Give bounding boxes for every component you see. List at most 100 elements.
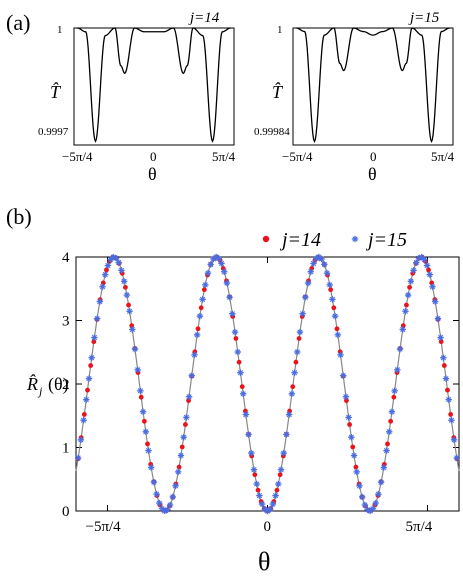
marker-j15 bbox=[258, 500, 266, 508]
legend-label-j15: j=15 bbox=[365, 229, 407, 251]
marker-j15 bbox=[334, 331, 342, 339]
x-tick-right: 5π/4 bbox=[212, 149, 236, 164]
marker-j15 bbox=[304, 279, 312, 287]
marker-j15 bbox=[377, 478, 385, 486]
marker-j14 bbox=[233, 336, 239, 341]
marker-j15 bbox=[340, 372, 347, 379]
marker-j15 bbox=[223, 279, 231, 287]
marker-j15 bbox=[277, 466, 285, 473]
y-axis-label-sub: j bbox=[37, 384, 43, 398]
x-axis-label: θ bbox=[368, 164, 377, 184]
marker-j15 bbox=[207, 261, 214, 268]
marker-j15 bbox=[388, 408, 396, 415]
x-tick-right: 5π/4 bbox=[431, 149, 455, 164]
marker-j14 bbox=[252, 472, 258, 478]
marker-j15 bbox=[407, 278, 415, 285]
marker-j15 bbox=[450, 436, 458, 444]
marker-j15 bbox=[434, 315, 442, 322]
marker-j15 bbox=[404, 291, 412, 299]
marker-j15 bbox=[180, 434, 187, 441]
marker-j15 bbox=[345, 414, 352, 421]
marker-j15 bbox=[166, 501, 174, 509]
x-axis-label: θ bbox=[258, 547, 270, 576]
marker-j15 bbox=[394, 366, 401, 374]
plot-frame bbox=[292, 27, 454, 146]
marker-j15 bbox=[164, 506, 171, 513]
legend-label-j14: j=14 bbox=[279, 229, 321, 251]
marker-j14 bbox=[104, 267, 109, 273]
marker-j14 bbox=[290, 384, 296, 390]
marker-j15 bbox=[431, 298, 439, 305]
panel-a-right-plot: j=15 T̂ 1 0.99984 −5π/4 0 5π/4 θ bbox=[254, 10, 455, 184]
marker-j14 bbox=[334, 326, 340, 332]
x-tick-zero: 0 bbox=[370, 149, 377, 164]
marker-j14 bbox=[404, 302, 409, 308]
marker-j15 bbox=[83, 396, 90, 403]
marker-j15 bbox=[321, 261, 328, 268]
marker-j14 bbox=[236, 359, 242, 365]
marker-j15 bbox=[120, 278, 128, 285]
marker-j14 bbox=[123, 284, 128, 290]
y-ticks: 0 1 2 3 4 bbox=[62, 250, 459, 520]
marker-j14 bbox=[274, 487, 280, 493]
marker-j15 bbox=[256, 492, 263, 499]
marker-j15 bbox=[413, 259, 420, 266]
marker-j14 bbox=[350, 444, 356, 450]
marker-j15 bbox=[131, 345, 139, 353]
marker-j15 bbox=[237, 369, 244, 376]
marker-j14 bbox=[407, 284, 412, 290]
marker-j14 bbox=[126, 302, 131, 308]
marker-j15 bbox=[242, 411, 250, 418]
marker-j15 bbox=[296, 328, 304, 336]
marker-j15 bbox=[172, 482, 179, 490]
series-label-j15: j=15 bbox=[408, 10, 440, 26]
marker-j15 bbox=[102, 271, 109, 278]
marker-j15 bbox=[118, 267, 125, 274]
marker-j14 bbox=[141, 418, 147, 424]
marker-j15 bbox=[448, 417, 455, 424]
marker-j15 bbox=[156, 499, 163, 507]
panel-b-plot: 0 1 2 3 4 −5π/4 0 5π/4 R̂ j (θ) θ j=14 j=15 bbox=[26, 229, 461, 576]
y-tick-bottom: 0.99984 bbox=[254, 126, 290, 138]
plot-frame bbox=[73, 27, 235, 146]
marker-j15 bbox=[267, 506, 274, 513]
marker-j15 bbox=[440, 354, 447, 361]
marker-j14 bbox=[183, 422, 188, 427]
x-tick-label: 5π/4 bbox=[406, 519, 433, 535]
marker-j15 bbox=[169, 493, 177, 501]
marker-j14 bbox=[186, 398, 191, 404]
marker-j15 bbox=[285, 411, 293, 418]
marker-j15 bbox=[77, 436, 85, 444]
marker-j15 bbox=[302, 293, 309, 301]
marker-j14 bbox=[195, 326, 201, 332]
marker-j15 bbox=[437, 334, 444, 341]
marker-j15 bbox=[142, 428, 149, 436]
legend-marker-j15 bbox=[351, 235, 359, 243]
y-tick-label: 2 bbox=[62, 377, 70, 393]
marker-j14 bbox=[441, 363, 447, 368]
marker-j14 bbox=[176, 464, 182, 470]
marker-j15 bbox=[229, 310, 236, 317]
marker-j15 bbox=[348, 434, 355, 441]
marker-j15 bbox=[74, 454, 82, 462]
marker-j14 bbox=[145, 441, 150, 447]
marker-j14 bbox=[129, 323, 135, 329]
marker-j15 bbox=[423, 262, 431, 269]
y-tick-label: 0 bbox=[62, 504, 70, 520]
marker-j15 bbox=[429, 283, 436, 290]
marker-j14 bbox=[400, 323, 406, 329]
marker-j15 bbox=[153, 490, 160, 498]
x-tick-zero: 0 bbox=[150, 149, 157, 164]
marker-j14 bbox=[88, 363, 94, 368]
marker-j15 bbox=[202, 281, 209, 289]
marker-j15 bbox=[226, 293, 233, 301]
marker-j15 bbox=[323, 269, 331, 277]
marker-j14 bbox=[239, 384, 245, 390]
marker-j15 bbox=[329, 296, 336, 303]
marker-j15 bbox=[383, 447, 390, 454]
marker-j15 bbox=[358, 493, 366, 501]
marker-j15 bbox=[231, 328, 239, 336]
legend-marker-j14 bbox=[262, 235, 270, 243]
marker-j15 bbox=[391, 387, 398, 395]
marker-j15 bbox=[361, 501, 369, 509]
